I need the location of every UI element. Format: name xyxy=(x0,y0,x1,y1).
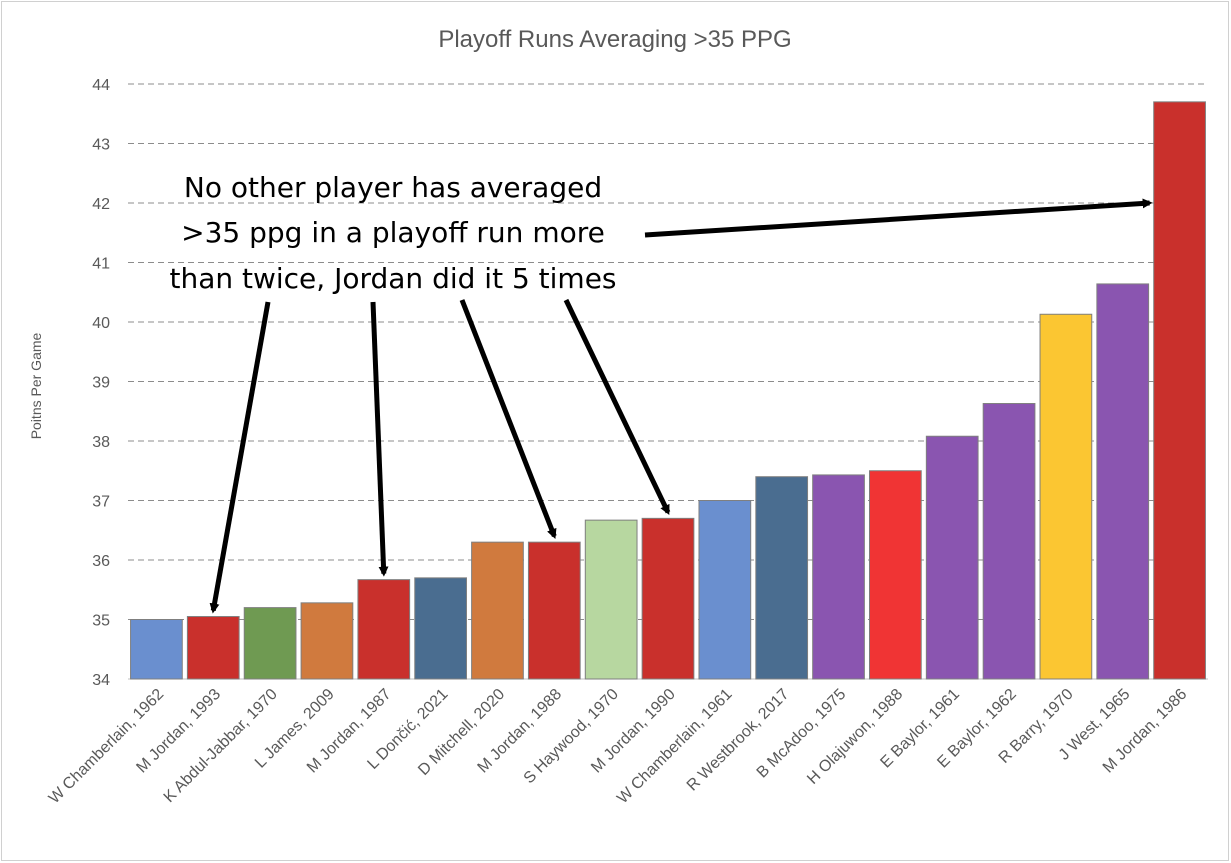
y-axis-label: Poitns Per Game xyxy=(28,332,44,439)
bar xyxy=(641,517,695,680)
bar xyxy=(471,541,524,680)
bar xyxy=(1153,101,1206,680)
bar xyxy=(755,476,809,680)
annotation-arrow xyxy=(209,301,271,614)
annotation-arrow xyxy=(563,298,671,516)
chart-title: Playoff Runs Averaging >35 PPG xyxy=(438,26,791,53)
bar xyxy=(130,619,183,680)
bar xyxy=(300,602,354,680)
y-tick-label: 36 xyxy=(92,553,110,570)
annotation-line-3: than twice, Jordan did it 5 times xyxy=(169,262,616,295)
bar xyxy=(812,474,865,680)
x-tick-label: W Chamberlain, 1962 xyxy=(46,686,168,808)
y-tick-label: 38 xyxy=(92,434,110,451)
y-tick-label: 34 xyxy=(92,672,110,689)
bar xyxy=(698,500,752,680)
bar xyxy=(357,579,411,680)
bar xyxy=(186,616,240,680)
bar xyxy=(869,470,922,680)
x-tick-label: K Abdul-Jabbar, 1970 xyxy=(161,686,281,806)
x-tick-label: S Haywood, 1970 xyxy=(521,686,622,787)
y-tick-label: 39 xyxy=(92,375,110,392)
y-tick-label: 37 xyxy=(92,494,110,511)
bar xyxy=(982,403,1036,680)
y-tick-label: 42 xyxy=(92,196,110,213)
y-tick-label: 40 xyxy=(92,315,110,332)
bar xyxy=(584,519,638,680)
annotation-arrow xyxy=(370,301,389,577)
y-tick-label: 41 xyxy=(92,256,110,273)
y-tick-label: 35 xyxy=(92,613,110,630)
y-tick-label: 43 xyxy=(92,137,110,154)
bar xyxy=(1039,313,1093,680)
x-tick-label: W Chamberlain, 1961 xyxy=(614,686,736,808)
annotation-line-2: >35 ppg in a playoff run more xyxy=(181,216,605,249)
bar xyxy=(1096,283,1150,680)
annotation-arrow xyxy=(459,299,557,539)
x-tick-label: H Olajuwon, 1988 xyxy=(804,686,906,788)
bar xyxy=(243,607,297,680)
y-tick-label: 44 xyxy=(92,77,110,94)
bar xyxy=(925,435,979,680)
bar xyxy=(414,577,467,680)
x-tick-label: R Westbrook, 2017 xyxy=(684,686,793,795)
annotation-line-1: No other player has averaged xyxy=(184,171,602,204)
annotation-arrow xyxy=(644,198,1153,238)
bar xyxy=(527,541,581,680)
